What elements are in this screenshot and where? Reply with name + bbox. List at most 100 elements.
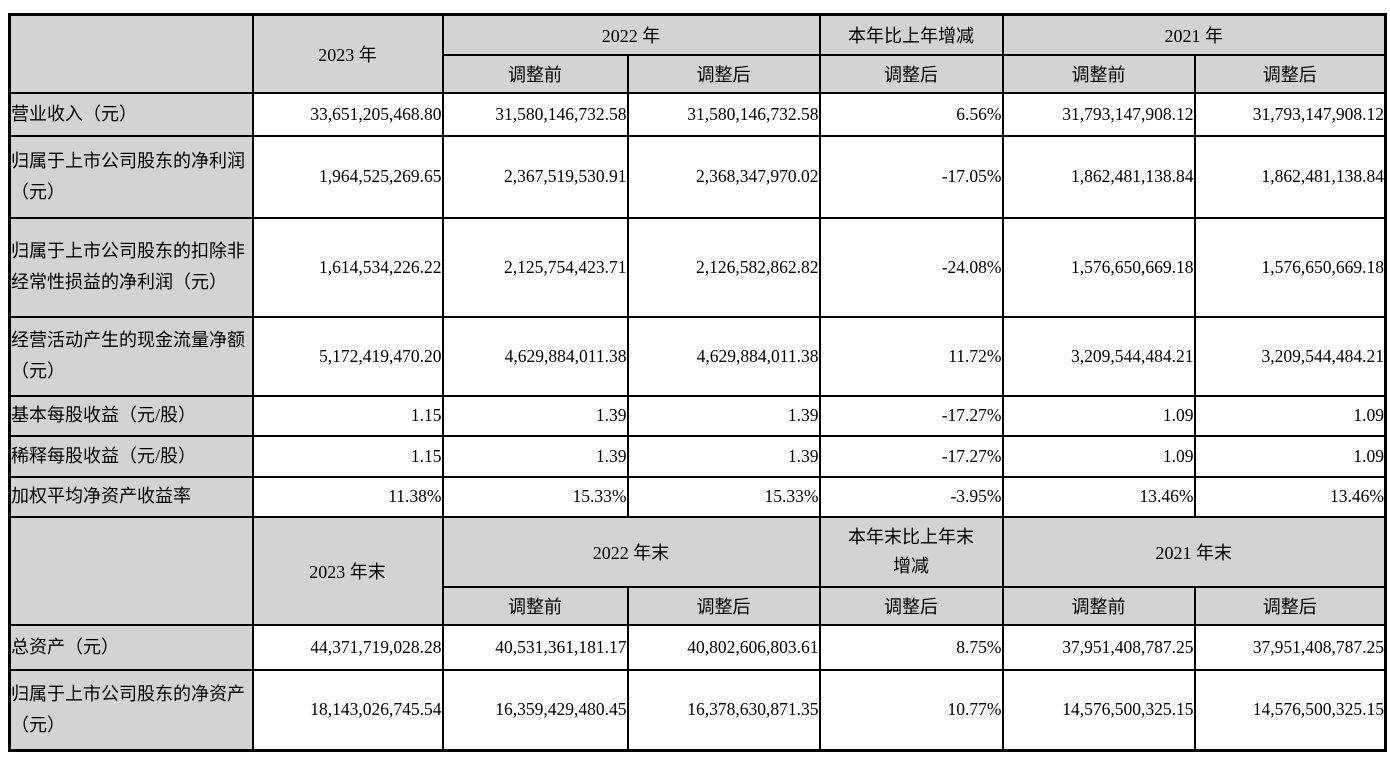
financial-summary-table: 2023 年 2022 年 本年比上年增减 2021 年 调整前 调整后 调整后… <box>8 13 1387 752</box>
subheader-2021end-after: 调整后 <box>1193 585 1387 626</box>
value-2023: 1,614,534,226.22 <box>251 216 444 318</box>
value-2021-after: 1,576,650,669.18 <box>1193 216 1387 318</box>
value-2021-after: 14,576,500,325.15 <box>1193 668 1387 752</box>
header-row-years: 2023 年 2022 年 本年比上年增减 2021 年 <box>8 13 1387 94</box>
header-yearend-change-line1: 本年末比上年末 <box>848 526 974 547</box>
value-2022-before: 2,367,519,530.91 <box>441 134 629 219</box>
header-row-yearend-adjust: 调整前 调整后 调整后 调整前 调整后 <box>10 585 1387 626</box>
subheader-2022end-before: 调整前 <box>441 585 629 626</box>
value-2021-after: 1.09 <box>1193 434 1387 478</box>
value-2022-after: 40,802,606,803.61 <box>626 623 821 671</box>
subheader-2022end-after: 调整后 <box>626 585 821 626</box>
value-2021-before: 1,862,481,138.84 <box>1001 134 1196 219</box>
value-2021-after: 1,862,481,138.84 <box>1193 134 1387 219</box>
header-2022-end: 2022 年末 <box>441 515 821 588</box>
table-row-total-assets: 总资产（元） 44,371,719,028.28 40,531,361,181.… <box>8 623 1387 671</box>
value-2022-before: 31,580,146,732.58 <box>441 91 629 137</box>
header-row-adjust: 调整前 调整后 调整后 调整前 调整后 <box>10 53 1387 94</box>
header-2023: 2023 年 <box>251 13 444 94</box>
value-2021-before: 31,793,147,908.12 <box>1001 91 1196 137</box>
value-2021-before: 3,209,544,484.21 <box>1001 315 1196 397</box>
label-cell: 归属于上市公司股东的净利润（元） <box>8 134 254 219</box>
table-row-net-profit: 归属于上市公司股东的净利润（元） 1,964,525,269.65 2,367,… <box>8 134 1387 219</box>
table-row-operating-cash-flow: 经营活动产生的现金流量净额（元） 5,172,419,470.20 4,629,… <box>8 315 1387 397</box>
subheader-2022-after: 调整后 <box>626 53 821 94</box>
header-2021-end: 2021 年末 <box>1001 515 1387 588</box>
value-2021-after: 31,793,147,908.12 <box>1193 91 1387 137</box>
header-yearend-change: 本年末比上年末 增减 <box>818 515 1004 588</box>
value-2021-before: 1.09 <box>1001 394 1196 437</box>
value-2021-after: 37,951,408,787.25 <box>1193 623 1387 671</box>
value-2023: 5,172,419,470.20 <box>251 315 444 397</box>
value-2023: 1.15 <box>251 434 444 478</box>
label-cell: 营业收入（元） <box>8 91 254 137</box>
value-2021-before: 1.09 <box>1001 434 1196 478</box>
value-2023: 1,964,525,269.65 <box>251 134 444 219</box>
value-change: -17.05% <box>818 134 1004 219</box>
value-2022-after: 1.39 <box>626 394 821 437</box>
value-2023: 18,143,026,745.54 <box>251 668 444 752</box>
value-2023: 33,651,205,468.80 <box>251 91 444 137</box>
label-cell: 经营活动产生的现金流量净额（元） <box>8 315 254 397</box>
value-2022-after: 2,126,582,862.82 <box>626 216 821 318</box>
value-2021-before: 14,576,500,325.15 <box>1001 668 1196 752</box>
value-change: -24.08% <box>818 216 1004 318</box>
label-cell: 加权平均净资产收益率 <box>8 475 254 518</box>
value-2022-before: 1.39 <box>441 394 629 437</box>
value-2022-after: 4,629,884,011.38 <box>626 315 821 397</box>
value-2023: 1.15 <box>251 394 444 437</box>
subheader-2021-before: 调整前 <box>1001 53 1196 94</box>
value-2022-before: 1.39 <box>441 434 629 478</box>
subheader-2021-after: 调整后 <box>1193 53 1387 94</box>
label-cell: 总资产（元） <box>8 623 254 671</box>
table-row-diluted-eps: 稀释每股收益（元/股） 1.15 1.39 1.39 -17.27% 1.09 … <box>8 434 1387 478</box>
value-change: -17.27% <box>818 394 1004 437</box>
value-2022-before: 15.33% <box>441 475 629 518</box>
value-2021-after: 1.09 <box>1193 394 1387 437</box>
value-2022-after: 15.33% <box>626 475 821 518</box>
subheader-change-after: 调整后 <box>818 53 1004 94</box>
value-2022-before: 40,531,361,181.17 <box>441 623 629 671</box>
value-change: 11.72% <box>818 315 1004 397</box>
label-cell: 基本每股收益（元/股） <box>8 394 254 437</box>
subheader-2022-before: 调整前 <box>441 53 629 94</box>
value-change: 6.56% <box>818 91 1004 137</box>
value-2021-after: 13.46% <box>1193 475 1387 518</box>
label-cell: 归属于上市公司股东的扣除非经常性损益的净利润（元） <box>8 216 254 318</box>
value-change: -17.27% <box>818 434 1004 478</box>
header-empty-cell <box>8 13 254 94</box>
table-row-net-assets: 归属于上市公司股东的净资产（元） 18,143,026,745.54 16,35… <box>8 668 1387 752</box>
header-2023-end: 2023 年末 <box>251 515 444 626</box>
header-row-yearend: 2023 年末 2022 年末 本年末比上年末 增减 2021 年末 <box>8 515 1387 626</box>
table-row-weighted-avg-roe: 加权平均净资产收益率 11.38% 15.33% 15.33% -3.95% 1… <box>8 475 1387 518</box>
value-change: -3.95% <box>818 475 1004 518</box>
table-row-basic-eps: 基本每股收益（元/股） 1.15 1.39 1.39 -17.27% 1.09 … <box>8 394 1387 437</box>
subheader-2021end-before: 调整前 <box>1001 585 1196 626</box>
value-2023: 44,371,719,028.28 <box>251 623 444 671</box>
value-2021-before: 37,951,408,787.25 <box>1001 623 1196 671</box>
value-2023: 11.38% <box>251 475 444 518</box>
financial-summary-table-wrap: 2023 年 2022 年 本年比上年增减 2021 年 调整前 调整后 调整后… <box>8 13 1387 752</box>
header-yearend-change-line2: 增减 <box>893 555 929 576</box>
label-cell: 归属于上市公司股东的净资产（元） <box>8 668 254 752</box>
value-2022-after: 2,368,347,970.02 <box>626 134 821 219</box>
subheader-yearend-change-after: 调整后 <box>818 585 1004 626</box>
value-change: 8.75% <box>818 623 1004 671</box>
header-change: 本年比上年增减 <box>818 13 1004 56</box>
value-2022-after: 31,580,146,732.58 <box>626 91 821 137</box>
label-cell: 稀释每股收益（元/股） <box>8 434 254 478</box>
header-empty-cell-2 <box>8 515 254 626</box>
value-2021-before: 13.46% <box>1001 475 1196 518</box>
value-2021-after: 3,209,544,484.21 <box>1193 315 1387 397</box>
value-2022-after: 1.39 <box>626 434 821 478</box>
value-2022-before: 2,125,754,423.71 <box>441 216 629 318</box>
header-2021: 2021 年 <box>1001 13 1387 56</box>
value-change: 10.77% <box>818 668 1004 752</box>
value-2021-before: 1,576,650,669.18 <box>1001 216 1196 318</box>
value-2022-before: 4,629,884,011.38 <box>441 315 629 397</box>
value-2022-after: 16,378,630,871.35 <box>626 668 821 752</box>
value-2022-before: 16,359,429,480.45 <box>441 668 629 752</box>
header-2022: 2022 年 <box>441 13 821 56</box>
table-row-net-profit-excl-nonrecurring: 归属于上市公司股东的扣除非经常性损益的净利润（元） 1,614,534,226.… <box>8 216 1387 318</box>
table-row-revenue: 营业收入（元） 33,651,205,468.80 31,580,146,732… <box>8 91 1387 137</box>
